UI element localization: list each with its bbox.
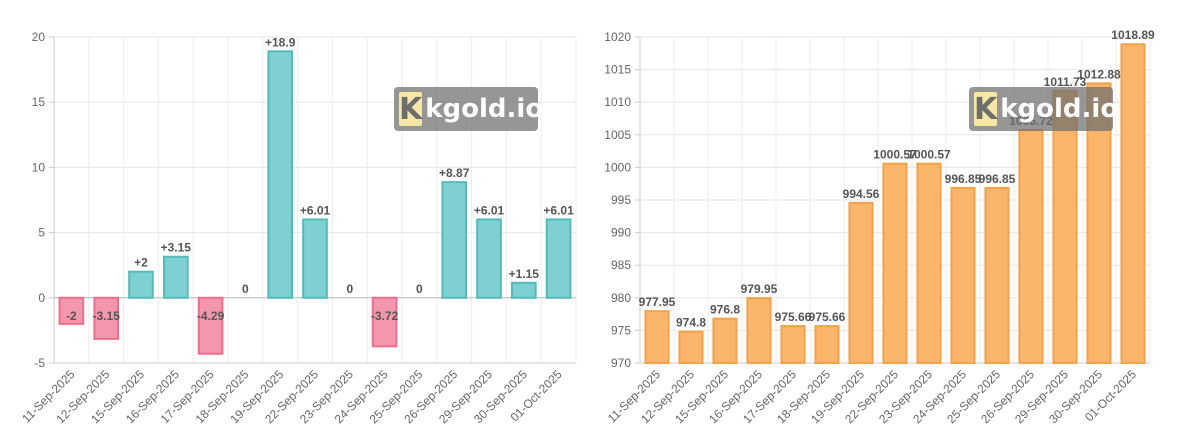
bar bbox=[510, 281, 537, 299]
data-label: 1000.57 bbox=[907, 148, 951, 162]
bar bbox=[746, 297, 772, 365]
y-tick-label: 5 bbox=[38, 226, 45, 240]
y-tick-label: 20 bbox=[32, 30, 46, 44]
price-bar-chart: 970 975 980 985 990 995 1000 1005 1010 1015 1020 97… bbox=[590, 0, 1179, 433]
change-bar-chart: -5 0 5 10 15 20 -2 11-Sep-2025 -3.15 12-Sep-2025 +… bbox=[19, 30, 577, 426]
data-label: 1011.73 bbox=[1044, 75, 1087, 89]
y-tick-label: 1010 bbox=[604, 95, 631, 109]
bar bbox=[302, 218, 328, 299]
bar bbox=[371, 296, 398, 348]
data-label: +18.9 bbox=[265, 35, 296, 49]
kgold-k-icon: K bbox=[399, 91, 423, 127]
bar bbox=[950, 186, 976, 364]
bar bbox=[882, 162, 908, 364]
change-bar-chart-svg: -505101520-211-Sep-2025-3.1512-Sep-2025+… bbox=[19, 30, 577, 426]
bar bbox=[712, 317, 738, 364]
y-tick-label: 1020 bbox=[604, 30, 631, 44]
y-tick-label: 980 bbox=[611, 291, 631, 305]
data-label: -4.29 bbox=[197, 309, 225, 323]
data-label: 974.8 bbox=[676, 316, 706, 330]
data-label: 975.66 bbox=[775, 310, 812, 324]
y-tick-label: 15 bbox=[32, 95, 46, 109]
watermark-logo: K kgold.io bbox=[394, 87, 543, 131]
y-tick-label: 975 bbox=[611, 323, 631, 337]
data-label: 0 bbox=[416, 282, 423, 296]
y-tick-label: 985 bbox=[611, 258, 631, 272]
data-label: +6.01 bbox=[300, 203, 331, 217]
bar bbox=[58, 296, 85, 325]
data-label: 1018.89 bbox=[1111, 28, 1155, 42]
bar bbox=[1086, 82, 1112, 365]
data-label: 976.8 bbox=[710, 303, 740, 317]
watermark-logo: K kgold.io bbox=[969, 87, 1118, 131]
y-tick-label: 1000 bbox=[604, 160, 631, 174]
data-label: +6.01 bbox=[474, 203, 505, 217]
y-tick-label: 970 bbox=[611, 356, 631, 370]
y-tick-label: 995 bbox=[611, 193, 631, 207]
bar bbox=[441, 181, 468, 299]
data-label: +2 bbox=[134, 256, 148, 270]
bar bbox=[93, 296, 120, 340]
y-tick-label: 10 bbox=[32, 160, 46, 174]
bar bbox=[267, 50, 294, 299]
data-label: 977.95 bbox=[639, 295, 676, 309]
bar bbox=[128, 270, 154, 299]
price-bar-chart-svg: 970 975 980 985 990 995 1000 1005 1010 1015 1020 97… bbox=[604, 28, 1155, 426]
data-label: 996.85 bbox=[945, 172, 982, 186]
y-tick-label: 990 bbox=[611, 226, 631, 240]
bar bbox=[197, 296, 224, 355]
watermark-text: kgold.io bbox=[1000, 94, 1119, 124]
bar bbox=[644, 310, 670, 364]
bar bbox=[162, 255, 189, 299]
data-label: 1012.88 bbox=[1077, 67, 1121, 81]
data-label: 0 bbox=[242, 282, 249, 296]
data-label: -3.15 bbox=[93, 309, 121, 323]
bar bbox=[678, 330, 704, 365]
data-label: 1000.57 bbox=[873, 148, 917, 162]
bar bbox=[984, 186, 1010, 364]
data-label: +6.01 bbox=[543, 203, 574, 217]
data-label: -2 bbox=[66, 309, 77, 323]
data-label: +1.15 bbox=[509, 267, 540, 281]
watermark-text: kgold.io bbox=[425, 94, 544, 124]
y-tick-label: 1015 bbox=[604, 63, 631, 77]
bar bbox=[814, 325, 840, 364]
data-label: 994.56 bbox=[843, 187, 880, 201]
bar bbox=[1052, 89, 1078, 364]
data-label: 0 bbox=[346, 282, 353, 296]
bar bbox=[848, 201, 874, 364]
bar bbox=[545, 218, 572, 299]
bar bbox=[1120, 43, 1146, 364]
data-label: 996.85 bbox=[979, 172, 1016, 186]
y-tick-label: 0 bbox=[38, 291, 45, 305]
bar bbox=[916, 162, 942, 364]
data-label: 975.66 bbox=[809, 310, 846, 324]
bar bbox=[476, 218, 502, 299]
data-label: +3.15 bbox=[161, 241, 192, 255]
data-label: -3.72 bbox=[371, 309, 399, 323]
kgold-k-icon: K bbox=[974, 91, 998, 127]
y-tick-label: -5 bbox=[34, 356, 45, 370]
data-label: 979.95 bbox=[741, 282, 778, 296]
y-tick-label: 1005 bbox=[604, 128, 631, 142]
data-label: +8.87 bbox=[439, 166, 470, 180]
bar bbox=[1018, 129, 1044, 364]
bar bbox=[780, 325, 806, 364]
